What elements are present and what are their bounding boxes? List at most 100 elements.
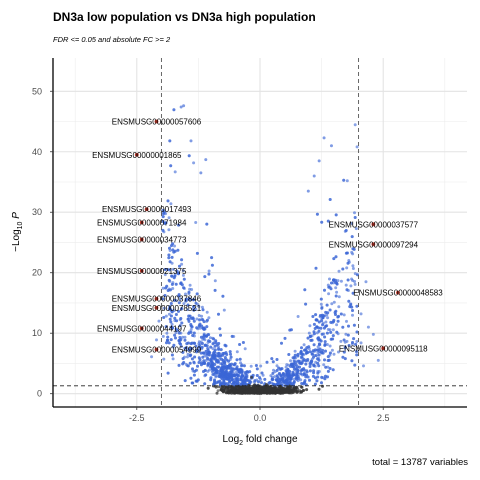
data-point <box>169 202 173 206</box>
data-point <box>235 367 239 371</box>
data-point <box>288 377 292 381</box>
data-point <box>268 389 272 393</box>
data-point <box>331 334 335 338</box>
data-point <box>188 354 192 358</box>
data-point <box>277 366 281 370</box>
data-point <box>161 286 165 290</box>
data-point <box>247 390 251 394</box>
data-point <box>180 262 184 266</box>
data-point <box>177 339 181 343</box>
data-point <box>323 340 327 344</box>
data-point <box>306 336 310 340</box>
data-point <box>181 335 185 339</box>
data-point <box>244 390 248 394</box>
data-point <box>336 319 340 323</box>
data-point <box>200 345 204 349</box>
data-point <box>161 219 165 223</box>
data-point <box>216 354 220 358</box>
data-point <box>241 341 245 344</box>
data-point <box>339 279 343 283</box>
data-point <box>359 341 363 345</box>
data-point <box>311 349 315 353</box>
data-point <box>320 381 323 385</box>
y-tick-label: 10 <box>32 328 42 338</box>
data-point <box>232 387 236 391</box>
data-point <box>316 361 320 365</box>
data-point <box>179 307 183 311</box>
data-point <box>167 228 171 232</box>
data-point <box>215 391 219 395</box>
data-point <box>315 212 319 216</box>
data-point <box>319 302 323 306</box>
data-point <box>193 355 197 359</box>
data-point <box>323 358 326 362</box>
x-tick-label: -2.5 <box>129 413 145 423</box>
data-point <box>206 386 210 390</box>
data-point <box>282 380 286 384</box>
data-point <box>230 362 234 366</box>
data-point <box>308 365 312 368</box>
data-point <box>178 341 182 345</box>
data-point <box>351 341 354 344</box>
data-point <box>343 346 347 350</box>
data-point <box>190 381 194 385</box>
data-point <box>263 390 267 394</box>
data-point <box>210 370 214 374</box>
data-point <box>308 324 312 328</box>
data-point <box>181 350 185 354</box>
data-point <box>314 313 318 317</box>
gene-label: ENSMUSG00000034773 <box>97 235 187 244</box>
data-point <box>324 365 328 369</box>
gene-label: ENSMUSG00000078521 <box>112 304 202 313</box>
y-tick-label: 0 <box>37 389 42 399</box>
significant-point <box>139 269 144 273</box>
data-point <box>275 368 279 372</box>
data-point <box>317 364 321 368</box>
data-point <box>322 136 326 140</box>
data-point <box>329 287 333 291</box>
data-point <box>163 294 167 297</box>
data-point <box>307 331 311 335</box>
data-point <box>254 364 258 367</box>
significant-point <box>381 346 386 351</box>
data-point <box>271 377 275 381</box>
data-point <box>286 375 290 378</box>
data-point <box>339 312 343 316</box>
data-point <box>339 339 343 343</box>
data-point <box>210 367 214 371</box>
data-point <box>216 360 220 364</box>
data-point <box>205 318 209 322</box>
data-point <box>188 283 192 287</box>
y-tick-label: 20 <box>32 268 42 278</box>
data-point <box>187 319 191 323</box>
data-point <box>259 364 263 368</box>
data-point <box>183 379 187 383</box>
data-point <box>282 386 286 390</box>
data-point <box>206 369 210 373</box>
data-point <box>289 389 293 393</box>
data-point <box>300 368 304 372</box>
data-point <box>342 178 346 182</box>
data-point <box>198 318 202 322</box>
data-point <box>180 258 184 262</box>
data-point <box>323 288 326 292</box>
data-point <box>242 387 246 391</box>
data-point <box>195 348 198 352</box>
data-point <box>213 350 216 354</box>
data-point <box>170 282 174 286</box>
data-point <box>334 313 337 316</box>
data-point <box>320 220 324 224</box>
data-point <box>364 280 368 284</box>
data-point <box>251 373 255 377</box>
data-point <box>197 314 201 317</box>
data-point <box>191 334 195 337</box>
data-point <box>183 338 187 342</box>
data-point <box>310 352 314 356</box>
data-point <box>326 365 330 369</box>
data-point <box>292 359 296 363</box>
data-point <box>196 364 199 368</box>
data-point <box>301 352 305 356</box>
data-point <box>211 342 215 346</box>
data-point <box>187 331 191 335</box>
gene-label: ENSMUSG00000054999 <box>112 346 202 355</box>
